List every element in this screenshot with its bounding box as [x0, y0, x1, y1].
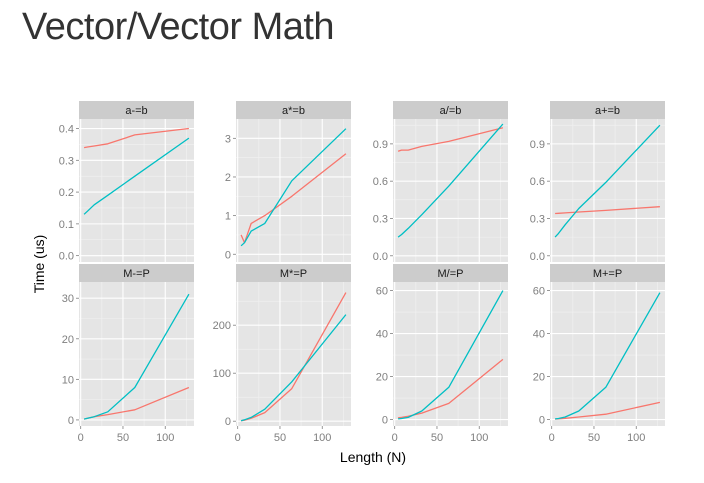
x-tick-label: 100 — [313, 432, 331, 444]
panel-background — [393, 282, 508, 426]
x-tick-label: 100 — [470, 432, 488, 444]
panel-background — [79, 119, 194, 262]
y-tick-label: 1 — [225, 211, 231, 223]
x-tick-label: 50 — [117, 432, 129, 444]
y-tick-label: 0.0 — [530, 251, 545, 263]
x-tick-label: 0 — [549, 432, 555, 444]
y-tick-label: 0.0 — [373, 251, 388, 263]
series-line-teal — [240, 128, 347, 247]
facet-strip — [79, 101, 194, 119]
series-line-red — [83, 127, 189, 149]
facet-panel-4: M-=P 0 10 20 30 0 50 100 — [62, 264, 194, 444]
series-line-teal — [555, 292, 661, 420]
facet-strip-label: a+=b — [595, 105, 620, 117]
y-tick-label: 0 — [225, 249, 231, 261]
panel-background — [393, 119, 508, 262]
y-tick-label: 100 — [213, 368, 231, 380]
y-tick-label: 40 — [533, 329, 545, 341]
y-tick-label: 0.6 — [373, 176, 388, 188]
facet-strip-label: M/=P — [438, 268, 464, 280]
facet-strip-label: a*=b — [282, 105, 305, 117]
y-tick-label: 0.4 — [59, 124, 74, 136]
x-axis-title: Length (N) — [340, 449, 406, 465]
x-tick-label: 0 — [78, 432, 84, 444]
facet-panel-2: a/=b 0.0 0.3 0.6 0.9 — [373, 101, 508, 263]
series-line-teal — [240, 314, 347, 422]
facet-strip — [550, 264, 665, 282]
y-tick-label: 0.6 — [530, 176, 545, 188]
facet-panel-1: a*=b 0 1 2 3 — [225, 101, 351, 262]
facet-panel-5: M*=P 0 100 200 0 50 100 — [213, 264, 351, 444]
x-tick-label: 100 — [627, 432, 645, 444]
x-tick-label: 0 — [235, 432, 241, 444]
y-tick-label: 20 — [533, 372, 545, 384]
y-tick-label: 0.0 — [59, 251, 74, 263]
facet-strip-label: M+=P — [593, 268, 622, 280]
x-tick-label: 50 — [274, 432, 286, 444]
x-tick-label: 100 — [156, 432, 174, 444]
x-tick-label: 50 — [431, 432, 443, 444]
series-line-teal — [83, 293, 190, 420]
facet-strip — [550, 101, 665, 119]
page-title: Vector/Vector Math — [22, 6, 335, 48]
y-axis-title: Time (us) — [31, 235, 47, 294]
panel-background — [236, 282, 351, 426]
facet-strip — [393, 101, 508, 119]
facet-panel-7: M+=P 0 20 40 60 0 50 100 — [533, 264, 665, 444]
facet-panel-0: a-=b 0.0 0.1 0.2 0.3 0.4 — [59, 101, 194, 263]
y-tick-label: 60 — [376, 286, 388, 298]
facet-strip — [236, 101, 351, 119]
y-tick-label: 0.3 — [373, 213, 388, 225]
y-tick-label: 20 — [62, 334, 74, 346]
series-line-red — [555, 206, 660, 215]
series-line-red — [397, 127, 504, 152]
facet-strip-label: a/=b — [440, 105, 462, 117]
series-line-teal — [554, 124, 661, 238]
facet-strip — [79, 264, 194, 282]
facet-panel-3: a+=b 0.0 0.3 0.6 0.9 — [530, 101, 665, 263]
facet-strip — [236, 264, 351, 282]
series-line-teal — [398, 290, 504, 420]
y-tick-label: 0.3 — [59, 155, 74, 167]
x-tick-label: 50 — [588, 432, 600, 444]
y-tick-label: 0.9 — [373, 139, 388, 151]
y-tick-label: 200 — [213, 320, 231, 332]
facet-strip-label: a-=b — [125, 105, 147, 117]
y-tick-label: 0.9 — [530, 139, 545, 151]
series-line-teal — [397, 123, 504, 238]
panel-background — [550, 282, 665, 426]
x-tick-label: 0 — [392, 432, 398, 444]
y-tick-label: 40 — [376, 329, 388, 341]
facet-panel-6: M/=P 0 20 40 60 0 50 100 — [376, 264, 508, 444]
y-tick-label: 60 — [533, 286, 545, 298]
series-line-teal — [83, 137, 190, 215]
y-tick-label: 0 — [382, 415, 388, 427]
panel-background — [79, 282, 194, 426]
facet-strip-label: M-=P — [123, 268, 150, 280]
y-tick-label: 0.3 — [530, 213, 545, 225]
y-tick-label: 2 — [225, 172, 231, 184]
y-tick-label: 20 — [376, 372, 388, 384]
y-tick-label: 3 — [225, 133, 231, 145]
panel-background — [550, 119, 665, 262]
y-tick-label: 0 — [225, 416, 231, 428]
y-tick-label: 0 — [68, 415, 74, 427]
facet-strip — [393, 264, 508, 282]
y-tick-label: 0.1 — [59, 219, 74, 231]
y-tick-label: 10 — [62, 374, 74, 386]
y-tick-label: 0.2 — [59, 187, 74, 199]
y-tick-label: 0 — [539, 415, 545, 427]
facet-strip-label: M*=P — [280, 268, 307, 280]
series-line-red — [240, 153, 347, 244]
y-tick-label: 30 — [62, 293, 74, 305]
